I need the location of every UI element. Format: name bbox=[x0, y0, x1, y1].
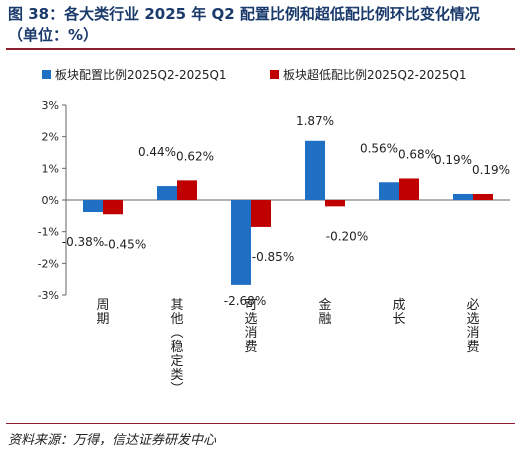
category-char: ︶ bbox=[170, 382, 183, 397]
data-label-series1: 1.87% bbox=[296, 114, 334, 128]
category-label: 其他︵稳定类︶ bbox=[170, 298, 183, 397]
source-rule bbox=[6, 423, 515, 424]
category-char: ︵ bbox=[170, 326, 183, 341]
data-label-series2: -0.85% bbox=[252, 250, 294, 264]
category-char: 融 bbox=[318, 312, 331, 327]
bar-series2 bbox=[473, 193, 493, 200]
legend-swatch-series1 bbox=[42, 70, 51, 79]
legend-label-series2: 板块超低配比例2025Q2-2025Q1 bbox=[283, 67, 467, 82]
bar-series1 bbox=[83, 200, 103, 213]
legend-swatch-series2 bbox=[270, 70, 279, 79]
bars bbox=[83, 140, 493, 285]
category-char: 消 bbox=[466, 326, 479, 341]
y-axis: -3% -2% -1% 0% 1% 2% 3% bbox=[38, 99, 510, 302]
y-tick-label: 2% bbox=[42, 131, 59, 144]
category-char: 选 bbox=[466, 312, 479, 327]
title-rule bbox=[6, 48, 515, 50]
category-char: 其 bbox=[170, 298, 183, 313]
data-label-series2: 0.68% bbox=[398, 147, 436, 161]
data-label-series1: -0.38% bbox=[62, 235, 104, 249]
bar-series1 bbox=[379, 182, 399, 200]
data-label-series2: -0.20% bbox=[326, 229, 368, 243]
bar-series1 bbox=[157, 186, 177, 200]
category-char: 定 bbox=[170, 354, 183, 369]
bar-series2 bbox=[177, 180, 197, 200]
bar-series2 bbox=[251, 200, 271, 227]
bar-series2 bbox=[399, 178, 419, 200]
y-tick-label: -3% bbox=[38, 289, 59, 302]
data-labels: -0.38% 0.44% -2.68% 1.87% 0.56% 0.19% -0.45% 0.… bbox=[62, 114, 510, 308]
bar-series1 bbox=[231, 200, 251, 285]
chart-legend: 板块配置比例2025Q2-2025Q1 板块超低配比例2025Q2-2025Q1 bbox=[42, 67, 467, 82]
data-label-series2: -0.45% bbox=[104, 237, 146, 251]
category-char: 期 bbox=[96, 312, 109, 327]
category-char: 周 bbox=[96, 298, 109, 313]
category-char: 长 bbox=[392, 312, 405, 327]
y-tick-label: 1% bbox=[42, 162, 59, 175]
category-char: 金 bbox=[318, 297, 331, 313]
category-char: 他 bbox=[170, 312, 183, 327]
category-char: 选 bbox=[244, 312, 257, 327]
figure-title: 图 38：各大类行业 2025 年 Q2 配置比例和超低配比例环比变化情况 （单… bbox=[8, 5, 480, 44]
bar-series2 bbox=[103, 200, 123, 215]
legend-label-series1: 板块配置比例2025Q2-2025Q1 bbox=[55, 68, 227, 82]
category-char: 必 bbox=[466, 298, 479, 313]
category-char: 成 bbox=[392, 298, 405, 313]
y-tick-label: -2% bbox=[38, 257, 59, 270]
data-label-series1: 0.19% bbox=[434, 153, 472, 167]
bar-chart: 板块配置比例2025Q2-2025Q1 板块超低配比例2025Q2-2025Q1… bbox=[38, 67, 510, 397]
y-tick-label: -1% bbox=[38, 226, 59, 239]
data-label-series1: 0.44% bbox=[138, 145, 176, 159]
category-char: 稳 bbox=[170, 339, 183, 355]
category-label: 金融 bbox=[318, 297, 331, 327]
data-label-series2: 0.62% bbox=[176, 149, 214, 163]
y-tick-label: 3% bbox=[42, 99, 59, 112]
data-label-series1: 0.56% bbox=[360, 141, 398, 155]
source-note: 资料来源：万得，信达证券研发中心 bbox=[8, 433, 217, 448]
y-tick-label: 0% bbox=[42, 194, 59, 207]
category-label: 周期 bbox=[96, 298, 109, 327]
bar-series2 bbox=[325, 200, 345, 207]
category-char: 类 bbox=[170, 368, 183, 383]
bar-series1 bbox=[453, 193, 473, 200]
category-char: 可 bbox=[244, 298, 257, 313]
data-label-series2: 0.19% bbox=[472, 163, 510, 177]
category-char: 费 bbox=[466, 340, 479, 355]
category-char: 费 bbox=[244, 340, 257, 355]
bar-series1 bbox=[305, 140, 325, 200]
data-label-series1: -2.68% bbox=[224, 294, 266, 308]
category-char: 消 bbox=[244, 326, 257, 341]
category-label: 成长 bbox=[392, 298, 405, 327]
